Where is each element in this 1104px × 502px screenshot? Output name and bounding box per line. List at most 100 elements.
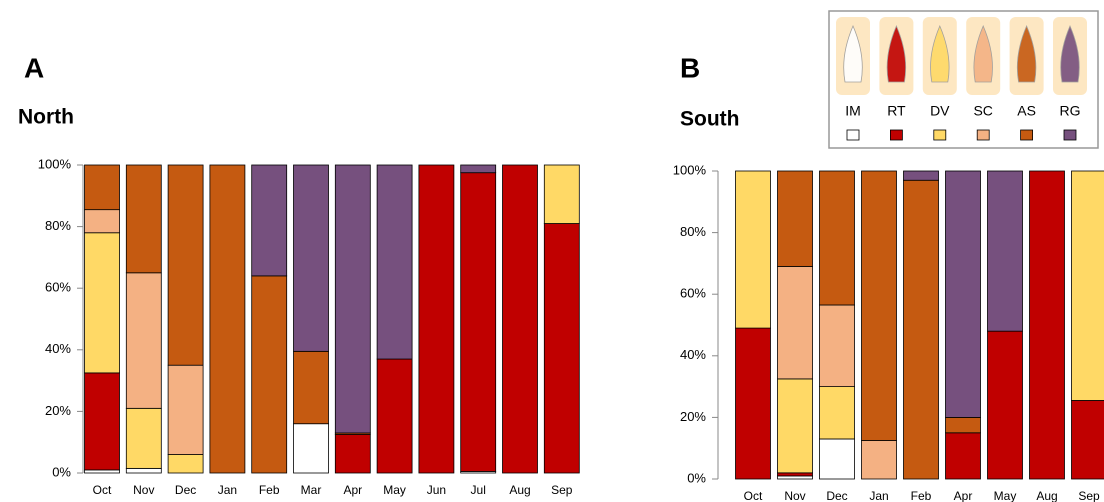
bar-segment	[819, 386, 855, 440]
legend-icon	[930, 24, 950, 83]
x-tick-label: Jan	[218, 483, 237, 497]
legend-label: RT	[887, 103, 906, 119]
bar-segment	[735, 170, 771, 329]
legend-icon	[886, 24, 907, 83]
y-tick-label: 20%	[45, 403, 71, 418]
bar-segment	[1071, 400, 1104, 480]
bar-segment	[251, 164, 288, 277]
x-tick-label: Dec	[175, 483, 196, 497]
bar-segment	[903, 179, 939, 480]
x-tick-label: Apr	[343, 483, 362, 497]
bar-segment	[903, 170, 939, 181]
panel-label: A	[24, 52, 44, 83]
y-tick-label: 0%	[687, 470, 706, 485]
bar-segment	[376, 358, 413, 474]
bar-segment	[777, 378, 813, 474]
bar-segment	[819, 438, 855, 480]
legend-swatch	[1063, 129, 1077, 141]
bar-segment	[84, 232, 120, 374]
x-tick-label: Feb	[259, 483, 280, 497]
chart-title: North	[18, 106, 74, 129]
bar-segment	[777, 170, 813, 267]
bar-segment	[125, 467, 162, 474]
x-tick-label: Jan	[869, 489, 888, 502]
legend-swatch	[1020, 129, 1033, 141]
bar-segment	[502, 164, 538, 474]
bar-segment	[418, 164, 455, 474]
bar-segment	[777, 475, 813, 480]
legend-swatch	[846, 129, 860, 141]
bar-segment	[209, 164, 246, 474]
bar-segment	[251, 275, 288, 474]
y-tick-label: 40%	[45, 341, 71, 356]
bar-segment	[167, 364, 204, 455]
bar-segment	[987, 330, 1023, 480]
bar-segment	[543, 223, 580, 474]
bar-segment	[987, 170, 1023, 332]
x-tick-label: May	[994, 489, 1017, 502]
x-tick-label: Aug	[1036, 489, 1057, 502]
legend-label: AS	[1017, 103, 1036, 119]
bar-segment	[819, 170, 855, 306]
bar-segment	[125, 407, 162, 469]
bar-segment	[84, 372, 120, 471]
bar-segment	[819, 304, 855, 388]
y-tick-label: 60%	[680, 286, 706, 301]
legend-swatch	[976, 129, 990, 141]
bar-segment	[167, 164, 204, 366]
bar-segment	[460, 164, 497, 174]
bar-segment	[1029, 170, 1065, 480]
y-tick-label: 100%	[673, 162, 707, 177]
x-tick-label: Mar	[301, 483, 322, 497]
y-tick-label: 40%	[680, 347, 706, 362]
bar-segment	[125, 164, 162, 274]
x-tick-label: Oct	[744, 489, 763, 502]
legend-icon	[843, 24, 863, 83]
x-tick-label: Jun	[427, 483, 446, 497]
bar-segment	[861, 170, 897, 441]
x-tick-label: Nov	[133, 483, 154, 497]
x-tick-label: Jul	[471, 483, 486, 497]
bar-segment	[84, 164, 120, 211]
legend-label: DV	[930, 103, 950, 119]
x-tick-label: Dec	[826, 489, 847, 502]
bar-segment	[460, 172, 497, 472]
legend-swatch	[890, 129, 903, 141]
panel-label: B	[680, 52, 700, 83]
legend-label: IM	[845, 103, 861, 119]
bar-segment	[735, 327, 771, 480]
legend-icon	[1060, 24, 1080, 83]
bar-segment	[777, 472, 813, 477]
bar-segment	[334, 434, 371, 474]
bar-segment	[125, 272, 162, 409]
x-tick-label: Aug	[509, 483, 530, 497]
y-tick-label: 80%	[45, 218, 71, 233]
x-tick-label: Feb	[911, 489, 932, 502]
bar-segment	[84, 469, 120, 474]
legend-label: SC	[973, 103, 992, 119]
bar-segment	[334, 164, 371, 434]
x-tick-label: May	[383, 483, 406, 497]
legend-swatch	[933, 129, 947, 141]
bar-segment	[861, 440, 897, 480]
legend-icon	[1016, 24, 1037, 83]
bar-segment	[167, 454, 204, 474]
bar-segment	[293, 164, 329, 352]
bar-segment	[84, 209, 120, 234]
bar-segment	[777, 266, 813, 380]
bar-segment	[945, 170, 981, 418]
y-tick-label: 20%	[680, 409, 706, 424]
x-tick-label: Oct	[93, 483, 112, 497]
y-tick-label: 60%	[45, 280, 71, 295]
chart-title: South	[680, 108, 739, 131]
x-tick-label: Apr	[954, 489, 973, 502]
legend-label: RG	[1060, 103, 1081, 119]
x-tick-label: Sep	[551, 483, 573, 497]
bar-segment	[1071, 170, 1104, 401]
bar-segment	[293, 423, 329, 474]
x-tick-label: Sep	[1078, 489, 1100, 502]
legend-icon	[973, 24, 993, 83]
bar-segment	[945, 432, 981, 480]
bar-segment	[293, 350, 329, 425]
x-tick-label: Nov	[784, 489, 805, 502]
